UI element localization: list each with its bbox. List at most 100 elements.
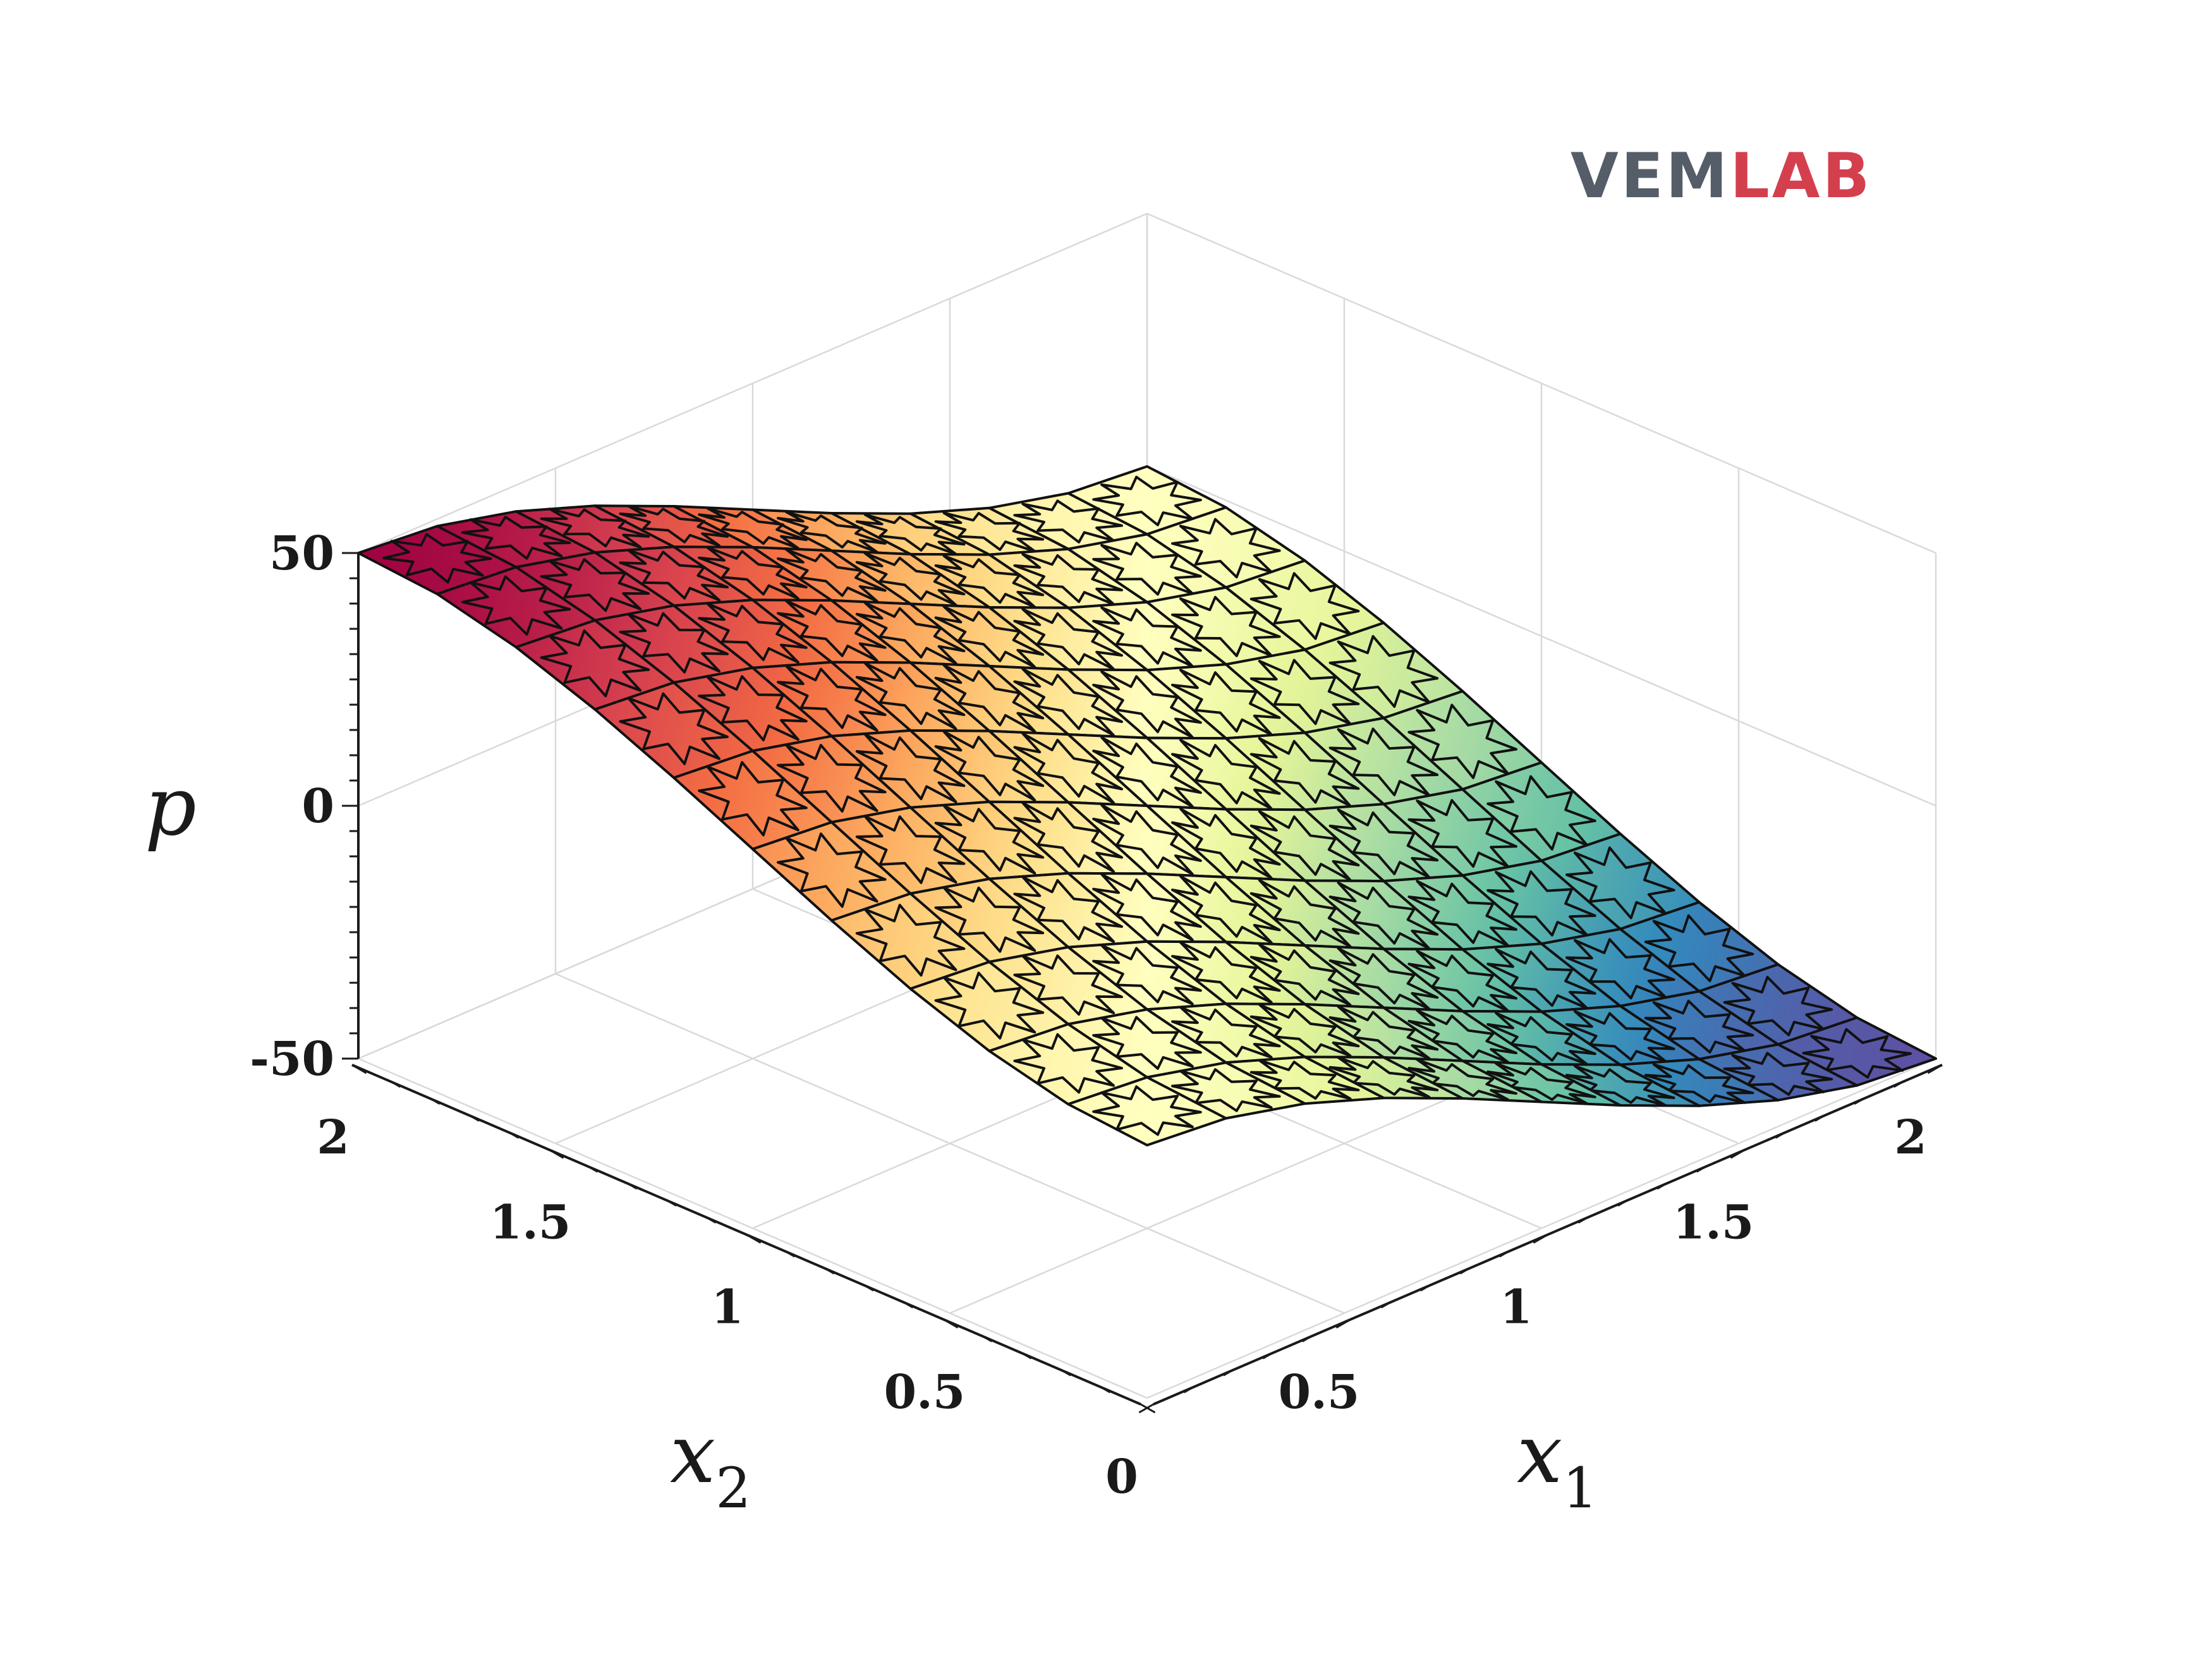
- x1-tick-mark-12: [1617, 1200, 1627, 1207]
- star-cell-3-6: [855, 662, 966, 731]
- x2-tick-mark-6: [903, 1301, 914, 1309]
- x1-tick-mark-20: [1927, 1064, 1943, 1074]
- star-cell-9-6: [1328, 635, 1439, 708]
- x1-tick-mark-9: [1498, 1251, 1509, 1258]
- star-cell-4-9: [698, 507, 808, 550]
- x2-tick-mark-16: [509, 1132, 520, 1139]
- x1-tick-label-1: 0.5: [1279, 1365, 1360, 1419]
- surface-cell-6-0: [1540, 1063, 1701, 1107]
- x2-tick-label-4: 2: [317, 1110, 349, 1165]
- vemlab-logo: VEMLAB: [1571, 140, 1872, 212]
- x1-tick-mark-11: [1577, 1217, 1588, 1224]
- surface-cell-6-6: [1067, 668, 1227, 740]
- star-cell-0-4: [777, 832, 887, 908]
- surface-cell-9-1: [1698, 963, 1859, 1046]
- star-cell-6-9: [855, 513, 966, 556]
- x2-tick-label-1: 0.5: [884, 1365, 966, 1419]
- x2-tick-mark-8: [825, 1267, 835, 1275]
- x1-tick-label-4: 2: [1894, 1110, 1927, 1165]
- star-cell-1-7: [619, 612, 729, 674]
- x1-tick-label-3: 1.5: [1673, 1195, 1754, 1249]
- x1-tick-mark-5: [1335, 1318, 1351, 1329]
- x1-axis-title: x1: [1517, 1407, 1598, 1521]
- x2-tick-mark-0: [1140, 1403, 1156, 1414]
- x2-tick-mark-1: [1100, 1386, 1111, 1394]
- x2-tick-mark-10: [746, 1234, 762, 1244]
- star-cell-8-6: [1249, 659, 1360, 726]
- x1-tick-mark-1: [1183, 1386, 1194, 1394]
- z-tick-label-1: 0: [302, 779, 335, 834]
- logo-lab: LAB: [1730, 140, 1872, 212]
- surface-cell-9-0: [1777, 1016, 1937, 1087]
- star-cell-2-7: [698, 602, 808, 664]
- star-cell-9-5: [1407, 703, 1517, 779]
- x2-tick-mark-9: [785, 1251, 796, 1258]
- star-cell-3-9: [619, 504, 729, 547]
- star-cell-0-3: [855, 904, 966, 977]
- star-cell-3-8: [698, 546, 808, 600]
- x1-tick-mark-10: [1533, 1234, 1548, 1244]
- star-cell-7-9: [934, 511, 1045, 553]
- x2-axis-title: x2: [670, 1407, 751, 1521]
- star-cell-4-7: [855, 601, 966, 665]
- surface-mesh: [357, 465, 1937, 1146]
- star-cell-0-2: [934, 971, 1045, 1040]
- surface-cell-4-7: [830, 599, 991, 667]
- star-cell-1-8: [540, 558, 650, 612]
- x2-tick-mark-7: [864, 1284, 874, 1292]
- star-cell-9-9: [1092, 475, 1202, 526]
- star-cell-2-9: [540, 507, 650, 549]
- surface-cell-1-0: [1146, 1061, 1306, 1120]
- x2-tick-mark-11: [706, 1217, 717, 1224]
- star-cell-0-6: [619, 692, 729, 765]
- surface-cell-3-0: [1303, 1055, 1464, 1100]
- star-cell-8-8: [1092, 542, 1202, 596]
- star-cell-1-5: [777, 743, 887, 813]
- star-cell-0-5: [698, 761, 808, 837]
- x2-tick-mark-19: [391, 1081, 401, 1088]
- star-cell-0-8: [461, 575, 571, 636]
- x1-tick-mark-16: [1775, 1132, 1785, 1139]
- x1-tick-mark-19: [1893, 1081, 1904, 1088]
- surface-cell-7-4: [1303, 803, 1464, 883]
- surface-cell-0-9: [357, 525, 518, 595]
- star-cell-0-1: [1013, 1033, 1123, 1094]
- x1-tick-mark-14: [1696, 1165, 1706, 1173]
- star-cell-6-7: [1013, 607, 1123, 671]
- star-cell-2-5: [855, 732, 966, 803]
- star-cell-7-8: [1013, 552, 1123, 606]
- surface-cell-0-0: [1067, 1076, 1227, 1146]
- surface-cell-0-3: [830, 892, 991, 990]
- z-tick-label-2: 50: [269, 526, 334, 581]
- star-cell-0-9: [382, 533, 492, 584]
- x1-tick-mark-8: [1459, 1267, 1469, 1275]
- surface-cell-2-8: [593, 545, 754, 607]
- x2-tick-mark-18: [430, 1098, 441, 1105]
- star-cell-7-6: [1171, 669, 1281, 736]
- surface-cell-9-8: [1146, 506, 1306, 589]
- x1-tick-mark-6: [1380, 1301, 1391, 1309]
- x1-tick-mark-2: [1223, 1369, 1233, 1376]
- surface-cell-0-2: [909, 961, 1070, 1052]
- x2-tick-mark-5: [943, 1318, 959, 1329]
- star-cell-5-6: [1013, 667, 1123, 737]
- x1-tick-mark-18: [1854, 1098, 1864, 1105]
- star-cell-5-8: [855, 552, 966, 607]
- star-cell-6-6: [1092, 670, 1202, 739]
- x1-tick-label-0: 0: [1105, 1450, 1138, 1504]
- star-cell-6-8: [934, 554, 1045, 609]
- x1-tick-label-2: 1: [1500, 1280, 1533, 1335]
- star-cell-8-5: [1328, 727, 1439, 797]
- x2-tick-mark-20: [351, 1064, 367, 1074]
- x2-tick-mark-14: [588, 1165, 599, 1173]
- x1-tick-mark-15: [1730, 1148, 1746, 1159]
- z-tick-label-0: -50: [250, 1032, 334, 1086]
- x2-tick-mark-4: [982, 1335, 993, 1342]
- star-cell-1-9: [461, 516, 571, 560]
- x2-tick-label-2: 1: [711, 1280, 744, 1335]
- x2-tick-label-0: 0: [1105, 1450, 1138, 1504]
- surface-cell-9-6: [1303, 621, 1464, 720]
- surface-cell-8-0: [1698, 1043, 1859, 1102]
